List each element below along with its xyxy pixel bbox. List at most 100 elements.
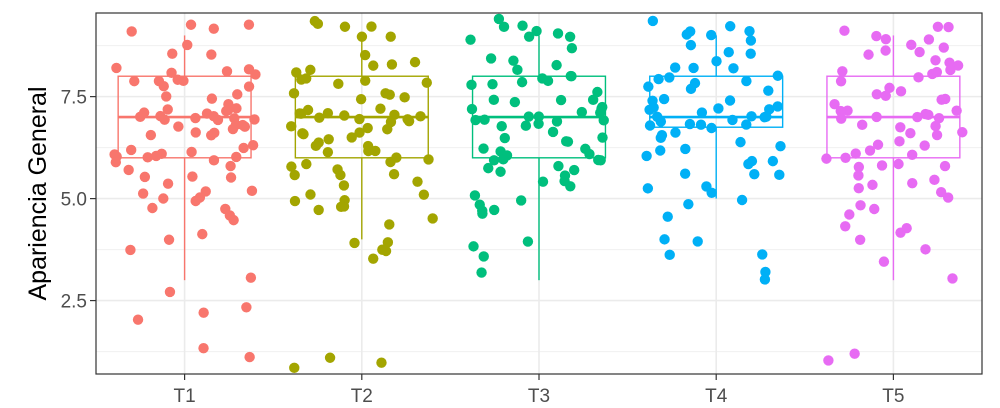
data-point-T1 — [132, 314, 144, 325]
x-tick-label: T3 — [528, 386, 550, 407]
data-point-T4 — [679, 168, 691, 179]
data-point-T4 — [680, 143, 691, 155]
data-point-T5 — [912, 111, 923, 123]
data-point-T1 — [162, 104, 173, 115]
data-point-T1 — [231, 103, 242, 114]
data-point-T4 — [655, 116, 667, 127]
data-point-T1 — [206, 93, 218, 104]
data-point-T4 — [767, 155, 779, 167]
data-point-T2 — [313, 204, 324, 216]
data-point-T4 — [711, 56, 722, 67]
data-point-T5 — [867, 179, 878, 191]
data-point-T4 — [713, 103, 724, 114]
data-point-T1 — [249, 114, 260, 125]
data-point-T5 — [893, 158, 904, 170]
data-point-T2 — [377, 244, 388, 255]
data-point-T2 — [288, 88, 300, 99]
data-point-T3 — [476, 267, 487, 278]
data-point-T2 — [301, 73, 312, 84]
data-point-T4 — [688, 62, 699, 74]
data-point-T5 — [871, 111, 882, 123]
data-point-T1 — [166, 67, 177, 79]
data-point-T2 — [415, 111, 426, 122]
data-point-T5 — [952, 60, 964, 71]
data-point-T1 — [190, 127, 201, 138]
data-point-T3 — [485, 53, 497, 64]
data-point-T4 — [684, 118, 696, 130]
data-point-T3 — [468, 241, 479, 252]
data-point-T4 — [658, 93, 670, 105]
data-point-T3 — [498, 154, 509, 165]
data-point-T5 — [840, 221, 851, 232]
data-point-T5 — [850, 148, 861, 159]
data-point-T5 — [923, 109, 934, 121]
data-point-T1 — [111, 62, 122, 74]
data-point-T4 — [741, 119, 752, 130]
data-point-T3 — [477, 208, 488, 219]
data-point-T1 — [225, 160, 236, 172]
data-point-T3 — [566, 70, 577, 82]
data-point-T4 — [643, 81, 654, 92]
data-point-T5 — [920, 244, 931, 255]
data-point-T2 — [362, 122, 373, 134]
data-point-T3 — [568, 164, 580, 176]
data-point-T1 — [212, 114, 224, 126]
data-point-T3 — [483, 162, 494, 174]
data-point-T4 — [763, 85, 774, 96]
data-point-T5 — [871, 30, 882, 42]
data-point-T3 — [598, 115, 609, 126]
data-point-T3 — [523, 31, 535, 42]
data-point-T1 — [225, 172, 237, 183]
data-point-T4 — [706, 122, 717, 134]
data-point-T4 — [669, 62, 681, 73]
data-point-T4 — [760, 266, 771, 278]
data-point-T5 — [855, 200, 866, 211]
data-point-T3 — [520, 120, 532, 131]
data-point-T2 — [412, 176, 423, 187]
data-point-T1 — [237, 119, 248, 131]
data-point-T4 — [744, 25, 755, 37]
data-point-T5 — [943, 21, 954, 33]
data-point-T3 — [552, 28, 564, 39]
data-point-T5 — [936, 94, 947, 105]
data-point-T5 — [857, 119, 868, 131]
data-point-T3 — [564, 31, 576, 42]
data-point-T5 — [931, 129, 943, 141]
data-point-T5 — [938, 42, 949, 53]
data-point-T2 — [305, 64, 316, 76]
data-point-T2 — [322, 107, 334, 119]
data-point-T2 — [286, 121, 297, 132]
data-point-T2 — [333, 78, 344, 90]
data-point-T2 — [312, 18, 324, 30]
data-point-T4 — [647, 15, 659, 27]
data-point-T5 — [906, 39, 917, 51]
data-point-T2 — [356, 31, 368, 42]
data-point-T2 — [391, 152, 402, 163]
data-point-T4 — [681, 29, 692, 40]
data-point-T2 — [335, 169, 346, 181]
data-point-T1 — [159, 114, 170, 125]
data-point-T5 — [869, 203, 880, 215]
data-point-T5 — [835, 76, 847, 87]
data-point-T1 — [243, 64, 255, 75]
data-point-T5 — [935, 187, 947, 198]
data-point-T1 — [187, 171, 198, 182]
data-point-T3 — [593, 154, 604, 166]
y-axis-title: Apariencia General — [24, 86, 52, 300]
data-point-T3 — [565, 181, 576, 192]
data-point-T3 — [531, 25, 542, 37]
data-point-T1 — [227, 123, 239, 135]
data-point-T5 — [863, 49, 874, 60]
data-point-T3 — [470, 114, 481, 126]
data-point-T1 — [147, 202, 158, 214]
data-point-T2 — [423, 154, 434, 165]
data-point-T4 — [772, 101, 783, 112]
data-point-T1 — [150, 150, 162, 162]
data-point-T4 — [655, 132, 667, 144]
data-point-T4 — [743, 158, 754, 170]
data-point-T4 — [723, 46, 734, 58]
data-point-T3 — [466, 79, 477, 91]
data-point-T5 — [853, 170, 864, 181]
data-point-T2 — [314, 112, 325, 123]
